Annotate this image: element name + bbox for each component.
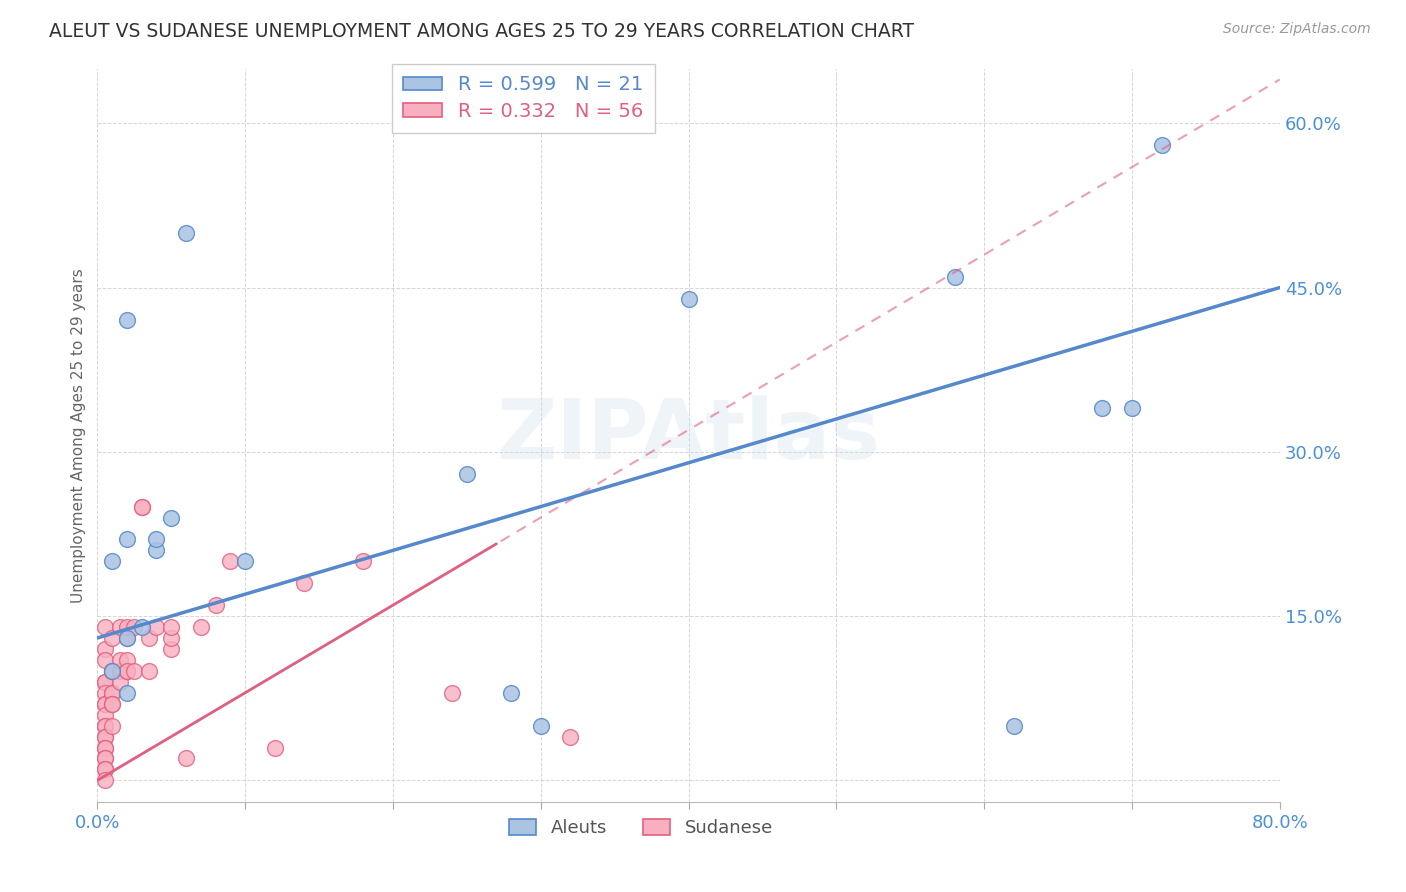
Point	[131, 620, 153, 634]
Point	[441, 686, 464, 700]
Point	[204, 598, 226, 612]
Point	[101, 664, 124, 678]
Point	[115, 631, 138, 645]
Legend: Aleuts, Sudanese: Aleuts, Sudanese	[502, 812, 780, 845]
Point	[943, 269, 966, 284]
Point	[93, 686, 115, 700]
Text: ALEUT VS SUDANESE UNEMPLOYMENT AMONG AGES 25 TO 29 YEARS CORRELATION CHART: ALEUT VS SUDANESE UNEMPLOYMENT AMONG AGE…	[49, 22, 914, 41]
Point	[93, 707, 115, 722]
Point	[101, 631, 124, 645]
Point	[174, 226, 197, 240]
Point	[93, 763, 115, 777]
Point	[93, 740, 115, 755]
Point	[93, 751, 115, 765]
Point	[160, 510, 183, 524]
Point	[678, 292, 700, 306]
Point	[124, 620, 146, 634]
Point	[160, 631, 183, 645]
Point	[233, 554, 256, 568]
Point	[115, 631, 138, 645]
Point	[115, 620, 138, 634]
Point	[93, 730, 115, 744]
Point	[138, 664, 160, 678]
Point	[145, 543, 167, 558]
Point	[101, 686, 124, 700]
Point	[115, 653, 138, 667]
Point	[1121, 401, 1143, 415]
Point	[93, 653, 115, 667]
Point	[101, 664, 124, 678]
Point	[145, 533, 167, 547]
Point	[263, 740, 285, 755]
Point	[456, 467, 478, 481]
Text: ZIPAtlas: ZIPAtlas	[496, 395, 880, 476]
Point	[131, 500, 153, 514]
Point	[108, 674, 131, 689]
Point	[138, 631, 160, 645]
Point	[145, 620, 167, 634]
Point	[1002, 718, 1025, 732]
Point	[101, 554, 124, 568]
Point	[115, 533, 138, 547]
Point	[101, 664, 124, 678]
Point	[93, 763, 115, 777]
Point	[93, 773, 115, 788]
Point	[124, 664, 146, 678]
Point	[93, 751, 115, 765]
Point	[108, 653, 131, 667]
Text: Source: ZipAtlas.com: Source: ZipAtlas.com	[1223, 22, 1371, 37]
Point	[501, 686, 523, 700]
Point	[93, 730, 115, 744]
Point	[1150, 138, 1173, 153]
Point	[93, 718, 115, 732]
Point	[352, 554, 374, 568]
Point	[108, 620, 131, 634]
Y-axis label: Unemployment Among Ages 25 to 29 years: Unemployment Among Ages 25 to 29 years	[72, 268, 86, 603]
Point	[131, 500, 153, 514]
Point	[160, 620, 183, 634]
Point	[101, 718, 124, 732]
Point	[1091, 401, 1114, 415]
Point	[530, 718, 553, 732]
Point	[115, 686, 138, 700]
Point	[101, 686, 124, 700]
Point	[108, 664, 131, 678]
Point	[93, 674, 115, 689]
Point	[93, 674, 115, 689]
Point	[101, 697, 124, 711]
Point	[174, 751, 197, 765]
Point	[93, 697, 115, 711]
Point	[115, 664, 138, 678]
Point	[160, 642, 183, 657]
Point	[101, 697, 124, 711]
Point	[190, 620, 212, 634]
Point	[93, 718, 115, 732]
Point	[115, 313, 138, 327]
Point	[292, 576, 315, 591]
Point	[115, 664, 138, 678]
Point	[93, 642, 115, 657]
Point	[93, 740, 115, 755]
Point	[219, 554, 242, 568]
Point	[93, 620, 115, 634]
Point	[560, 730, 582, 744]
Point	[93, 697, 115, 711]
